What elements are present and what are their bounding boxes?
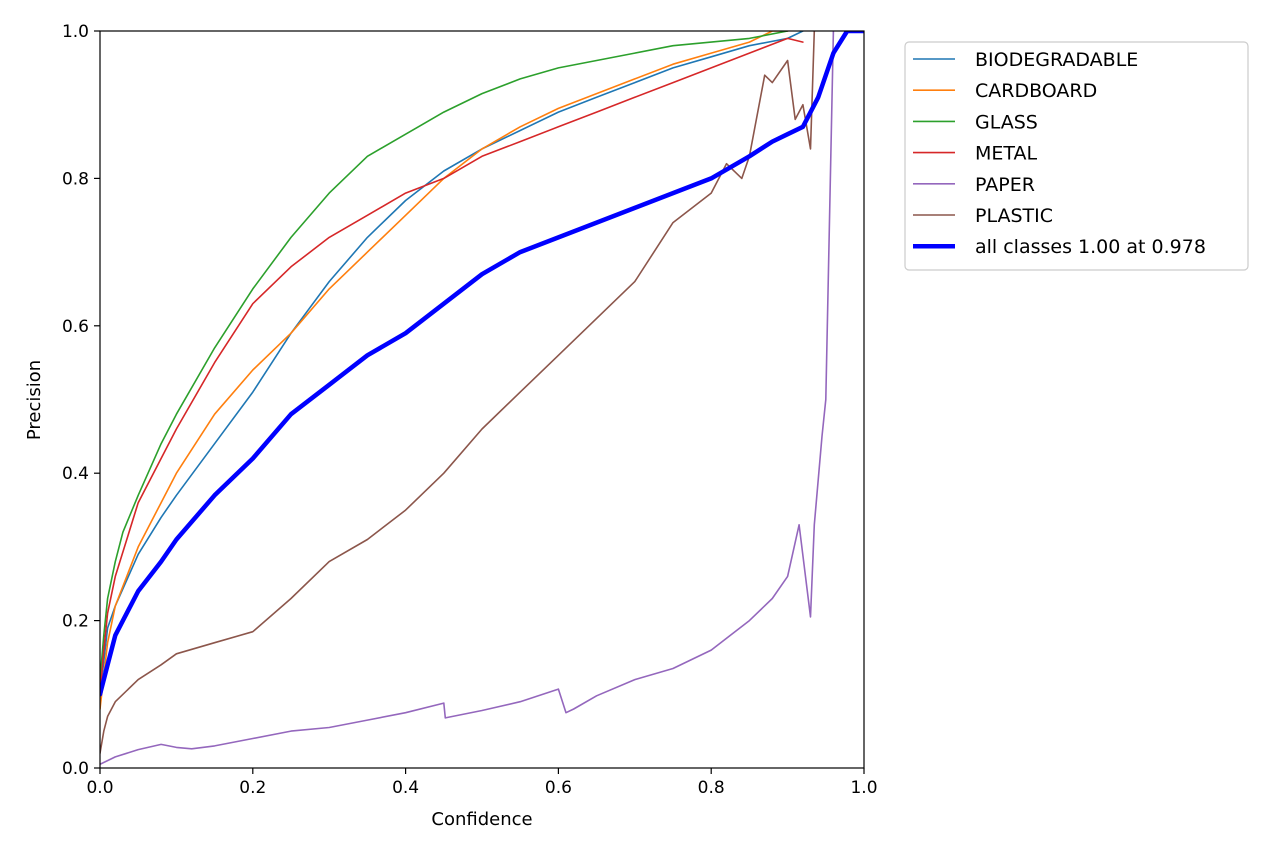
y-tick-label: 1.0 <box>62 22 89 42</box>
x-tick-label: 0.2 <box>239 778 266 798</box>
legend-label-paper: PAPER <box>975 174 1035 196</box>
y-axis-title: Precision <box>24 360 45 440</box>
legend-label-metal: METAL <box>975 143 1038 165</box>
legend-label-all-classes-1-00-at-0-978: all classes 1.00 at 0.978 <box>975 236 1206 258</box>
series-line-paper <box>100 31 835 766</box>
legend-label-biodegradable: BIODEGRADABLE <box>975 49 1138 71</box>
legend-label-glass: GLASS <box>975 111 1038 133</box>
series-line-plastic <box>100 31 816 755</box>
series-line-biodegradable <box>100 31 804 696</box>
x-tick-label: 1.0 <box>850 778 877 798</box>
series-line-all-classes-1-00-at-0-978 <box>100 31 864 697</box>
series-line-metal <box>100 37 804 696</box>
series-layer <box>100 31 864 766</box>
x-tick-label: 0.0 <box>86 778 113 798</box>
y-axis: 0.0 0.2 0.4 0.6 0.8 1.0 <box>62 22 100 779</box>
x-tick-label: 0.6 <box>545 778 572 798</box>
x-tick-label: 0.4 <box>392 778 419 798</box>
legend-label-cardboard: CARDBOARD <box>975 80 1097 102</box>
series-line-cardboard <box>100 31 789 710</box>
y-tick-label: 0.2 <box>62 612 89 632</box>
y-tick-label: 0.8 <box>62 169 89 189</box>
x-axis-title: Confidence <box>431 809 532 830</box>
series-line-glass <box>100 31 789 681</box>
x-axis: 0.0 0.2 0.4 0.6 0.8 1.0 <box>86 768 878 798</box>
legend-box <box>904 41 1249 271</box>
legend: BIODEGRADABLE CARDBOARD GLASS METAL PAPER PLA… <box>904 41 1249 271</box>
y-tick-label: 0.4 <box>62 464 89 484</box>
y-tick-label: 0.6 <box>62 317 89 337</box>
legend-label-plastic: PLASTIC <box>975 205 1053 227</box>
x-tick-label: 0.8 <box>698 778 725 798</box>
y-tick-label: 0.0 <box>62 759 89 779</box>
plot-frame <box>99 30 865 769</box>
